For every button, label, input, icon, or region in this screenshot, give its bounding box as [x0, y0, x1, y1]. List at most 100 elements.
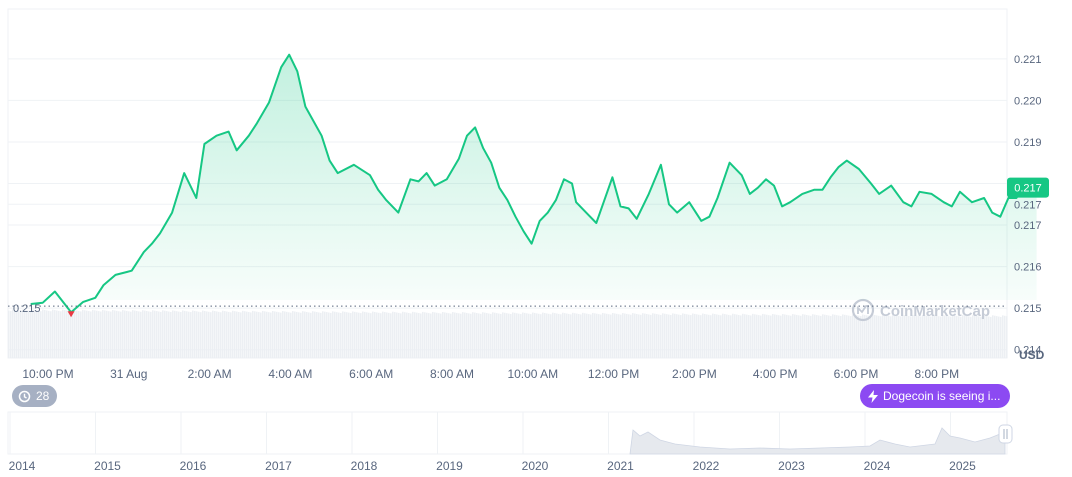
- volume-bar: [966, 315, 968, 358]
- volume-bar: [804, 314, 806, 358]
- volume-bar: [382, 311, 384, 358]
- volume-bar: [184, 310, 186, 358]
- volume-bar: [66, 310, 68, 358]
- volume-bar: [664, 313, 666, 358]
- volume-bar: [286, 311, 288, 358]
- volume-bar: [828, 315, 830, 358]
- volume-bar: [906, 315, 908, 358]
- volume-bar: [766, 314, 768, 358]
- volume-bar: [552, 312, 554, 358]
- volume-bar: [102, 309, 104, 358]
- volume-bar: [268, 312, 270, 358]
- volume-bar: [32, 309, 34, 358]
- volume-bar: [532, 312, 534, 358]
- volume-bar: [978, 316, 980, 358]
- volume-bar: [352, 311, 354, 358]
- volume-bar: [302, 311, 304, 358]
- volume-bar: [378, 312, 380, 358]
- volume-bar: [222, 310, 224, 358]
- volume-bar: [88, 311, 90, 358]
- volume-bar: [240, 312, 242, 358]
- volume-bar: [212, 310, 214, 358]
- volume-bar: [1000, 316, 1002, 358]
- volume-bar: [416, 312, 418, 358]
- volume-bar: [558, 313, 560, 358]
- volume-bar: [452, 312, 454, 358]
- volume-bar: [174, 310, 176, 358]
- volume-bar: [886, 315, 888, 358]
- navigator-handle[interactable]: [998, 424, 1013, 444]
- volume-bar: [20, 311, 22, 358]
- volume-bar: [358, 312, 360, 358]
- volume-bar: [998, 316, 1000, 358]
- volume-bar: [968, 316, 970, 358]
- volume-bar: [672, 313, 674, 358]
- volume-bar: [912, 314, 914, 358]
- volume-bar: [1004, 315, 1006, 358]
- volume-bar: [776, 314, 778, 358]
- volume-bar: [346, 312, 348, 358]
- volume-bar: [814, 314, 816, 358]
- volume-bar: [604, 313, 606, 358]
- volume-bar: [178, 311, 180, 358]
- volume-bar: [388, 312, 390, 358]
- volume-bar: [648, 314, 650, 358]
- volume-bar: [700, 315, 702, 358]
- volume-bar: [830, 315, 832, 358]
- volume-bar: [442, 312, 444, 358]
- volume-bar: [188, 311, 190, 358]
- volume-bar: [292, 311, 294, 358]
- events-badge[interactable]: 28: [12, 385, 58, 407]
- volume-bar: [238, 311, 240, 358]
- volume-bar: [114, 310, 116, 358]
- volume-bar: [996, 316, 998, 358]
- volume-bar: [142, 310, 144, 358]
- open-price-label: 0.215: [13, 303, 41, 315]
- volume-bar: [60, 311, 62, 358]
- volume-bar: [446, 312, 448, 358]
- volume-bar: [650, 314, 652, 358]
- x-tick-label: 12:00 PM: [588, 367, 639, 381]
- volume-bar: [900, 316, 902, 358]
- volume-bar: [748, 315, 750, 358]
- volume-bar: [122, 310, 124, 358]
- volume-bar: [152, 310, 154, 358]
- volume-bar: [288, 312, 290, 358]
- volume-bar: [14, 309, 16, 358]
- volume-bar: [744, 314, 746, 358]
- volume-bar: [958, 316, 960, 358]
- volume-bar: [276, 311, 278, 358]
- volume-bar: [540, 314, 542, 358]
- volume-bar: [614, 313, 616, 358]
- volume-bar: [160, 311, 162, 358]
- volume-bar: [478, 313, 480, 358]
- news-badge[interactable]: Dogecoin is seeing i...: [860, 384, 1011, 408]
- volume-bar: [898, 315, 900, 358]
- volume-bar: [792, 314, 794, 358]
- volume-bar: [324, 311, 326, 358]
- volume-bar: [866, 315, 868, 358]
- news-text: Dogecoin is seeing i...: [883, 389, 1001, 403]
- volume-bar: [62, 309, 64, 358]
- volume-bar: [72, 309, 74, 358]
- range-navigator[interactable]: 2014 2015 2016 2017 2018 2019 2020 2021 2022 2023…: [7, 411, 1013, 473]
- volume-bar: [774, 314, 776, 358]
- volume-bar: [826, 315, 828, 358]
- volume-bar: [164, 310, 166, 358]
- volume-bar: [914, 315, 916, 358]
- volume-bar: [336, 312, 338, 358]
- volume-bar: [752, 313, 754, 358]
- volume-bar: [10, 311, 12, 358]
- volume-bar: [642, 313, 644, 358]
- volume-bar: [376, 312, 378, 358]
- volume-bar: [472, 312, 474, 358]
- volume-bar: [994, 315, 996, 358]
- volume-bar: [458, 313, 460, 358]
- volume-bar: [80, 311, 82, 358]
- volume-bar: [38, 310, 40, 358]
- volume-bar: [232, 310, 234, 358]
- volume-bar: [190, 312, 192, 358]
- volume-bar: [930, 316, 932, 358]
- volume-bar: [862, 314, 864, 358]
